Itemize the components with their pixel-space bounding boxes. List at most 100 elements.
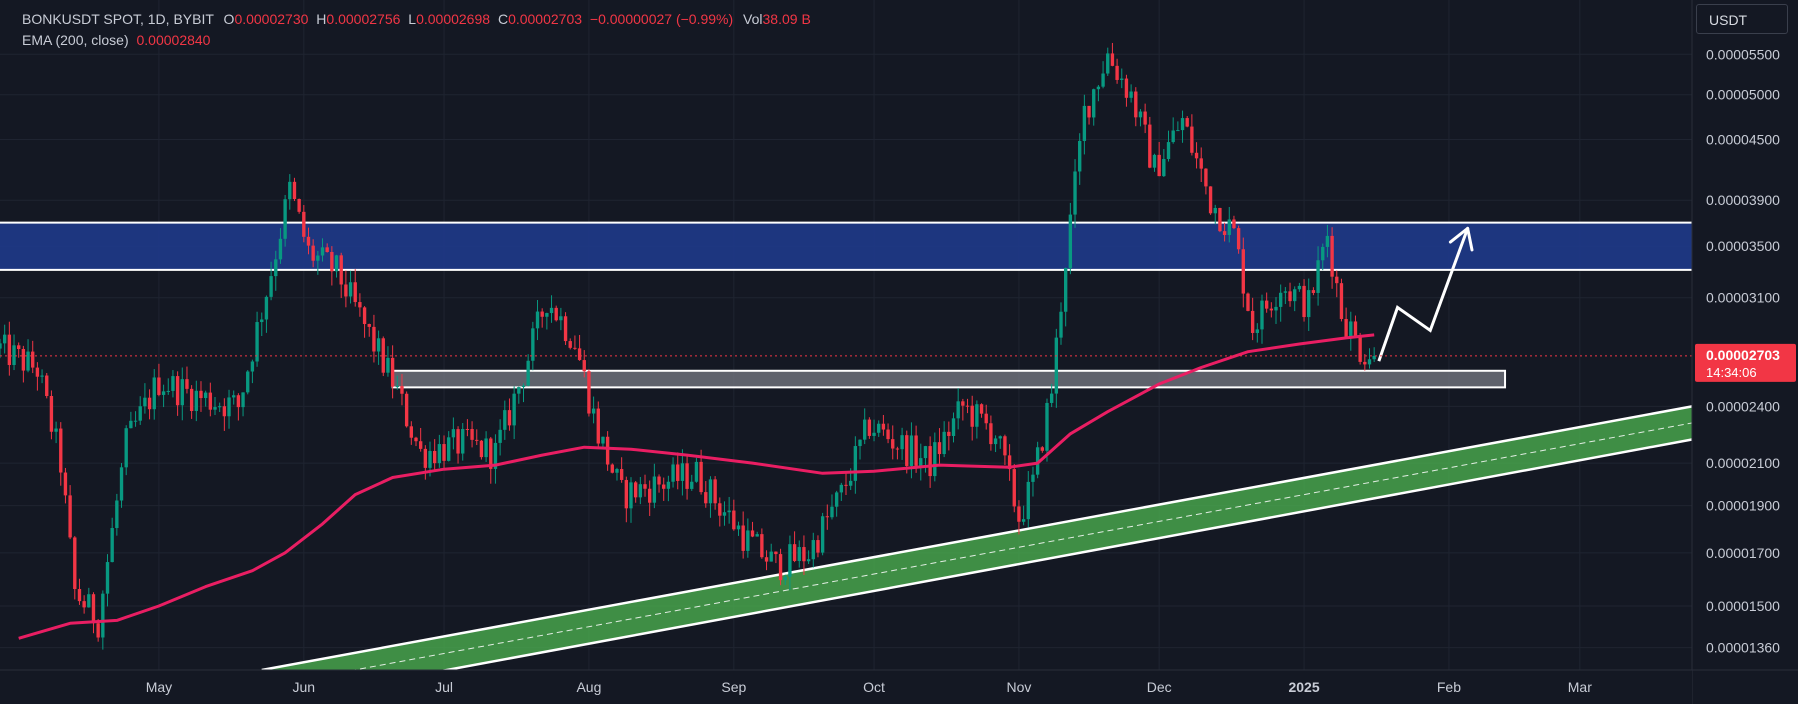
candle <box>638 484 643 498</box>
last-price-value: 0.00002703 <box>1706 347 1780 363</box>
candle <box>152 377 156 410</box>
candle <box>853 446 858 481</box>
candle <box>568 341 572 348</box>
candle <box>886 429 890 440</box>
chart-legend: BONKUSDT SPOT, 1D, BYBIT O0.00002730 H0.… <box>22 9 811 51</box>
candle <box>1166 142 1171 159</box>
candle <box>998 436 1002 439</box>
candle <box>975 404 979 427</box>
candle <box>802 547 806 562</box>
candle <box>40 375 44 377</box>
candle <box>17 345 21 350</box>
candle <box>605 436 610 465</box>
candle <box>418 441 423 449</box>
candle <box>2 334 7 344</box>
x-tick-label: Feb <box>1437 679 1461 695</box>
candle <box>288 181 292 200</box>
candle <box>451 429 456 438</box>
candle <box>1321 246 1325 261</box>
candle <box>1124 78 1129 98</box>
candle <box>330 251 334 272</box>
candle <box>54 428 58 432</box>
candle <box>91 594 96 624</box>
candle <box>250 361 255 372</box>
candle <box>1068 214 1073 268</box>
candle <box>105 562 110 594</box>
candle <box>479 440 484 458</box>
ema-200 <box>18 333 1375 640</box>
candle <box>1003 436 1007 456</box>
grid <box>0 0 1692 670</box>
candle <box>554 307 558 321</box>
candle <box>386 357 390 373</box>
candle <box>1176 130 1180 132</box>
candle <box>806 559 811 562</box>
candle <box>690 481 694 489</box>
candle <box>1082 105 1087 141</box>
candle <box>1246 293 1250 311</box>
candle <box>246 371 250 393</box>
candle <box>979 404 984 414</box>
candle <box>549 307 554 314</box>
projection-path <box>1377 227 1470 362</box>
x-tick-label: 2025 <box>1288 679 1319 695</box>
candle <box>157 377 161 395</box>
candle <box>970 405 974 427</box>
y-tick-label: 0.00002400 <box>1706 398 1780 414</box>
candle <box>1335 276 1339 284</box>
candle <box>320 247 325 256</box>
candle <box>260 319 264 323</box>
candle <box>769 551 773 562</box>
candle <box>31 351 35 368</box>
candle <box>353 282 357 303</box>
candle <box>844 484 848 486</box>
candle <box>325 247 329 252</box>
open-value: 0.00002730 <box>234 11 309 27</box>
x-tick-label: Oct <box>863 679 885 695</box>
candle <box>339 255 343 285</box>
candle <box>255 322 259 362</box>
candle <box>928 446 932 477</box>
candle <box>526 360 530 386</box>
candle <box>573 347 577 349</box>
candle <box>676 464 680 481</box>
candle <box>1138 111 1143 118</box>
symbol-title[interactable]: BONKUSDT SPOT, 1D, BYBIT <box>22 11 214 27</box>
candle <box>666 481 671 489</box>
x-tick-label: Jul <box>435 679 453 695</box>
ema-label[interactable]: EMA (200, close) <box>22 32 129 48</box>
time-axis <box>0 670 1692 704</box>
candle <box>937 442 942 455</box>
candle <box>535 311 540 329</box>
candle <box>133 420 138 422</box>
candle <box>587 371 591 414</box>
candle <box>1012 469 1016 507</box>
candle <box>1358 335 1362 362</box>
candle <box>694 461 699 482</box>
candle <box>722 512 727 516</box>
currency-button[interactable]: USDT <box>1696 4 1788 34</box>
candle <box>629 482 633 509</box>
candle <box>615 469 619 473</box>
candle <box>35 367 40 377</box>
candle <box>376 338 381 352</box>
candle <box>1106 53 1110 74</box>
candle <box>1241 249 1245 294</box>
candle <box>764 557 769 562</box>
candle <box>283 199 287 239</box>
candle <box>119 467 124 501</box>
candle <box>21 349 26 371</box>
candle <box>1199 158 1203 169</box>
candle <box>475 439 479 441</box>
candle <box>1035 447 1040 475</box>
candle <box>1204 168 1208 187</box>
candle <box>437 444 442 464</box>
candle <box>124 428 128 468</box>
candle <box>909 435 914 466</box>
candle <box>582 360 586 372</box>
candle <box>1021 519 1026 522</box>
open-label: O <box>223 11 235 27</box>
candle <box>433 450 437 464</box>
